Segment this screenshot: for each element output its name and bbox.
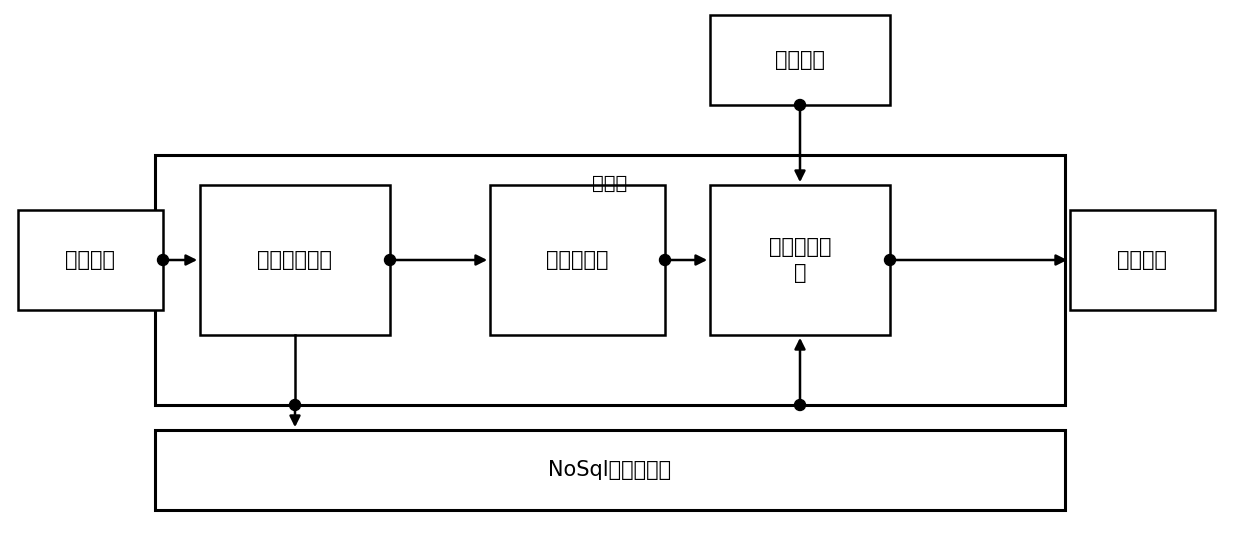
Bar bbox=[1070, 210, 1215, 310]
Bar bbox=[710, 15, 890, 105]
Circle shape bbox=[794, 99, 805, 110]
Circle shape bbox=[659, 255, 670, 266]
Text: 原始数据: 原始数据 bbox=[66, 250, 115, 270]
Text: NoSql分布式存储: NoSql分布式存储 bbox=[549, 460, 672, 480]
Circle shape bbox=[794, 400, 805, 411]
Bar bbox=[155, 430, 1066, 510]
Text: 动态出图: 动态出图 bbox=[1118, 250, 1167, 270]
Text: 前端请求: 前端请求 bbox=[776, 50, 825, 70]
Circle shape bbox=[885, 255, 896, 266]
Bar bbox=[19, 210, 164, 310]
Circle shape bbox=[290, 400, 301, 411]
Text: 图形算法库: 图形算法库 bbox=[546, 250, 608, 270]
Bar bbox=[489, 185, 665, 335]
Text: 数据解析拆分: 数据解析拆分 bbox=[258, 250, 332, 270]
Text: 区域数据扣
取: 区域数据扣 取 bbox=[768, 237, 831, 283]
Bar bbox=[199, 185, 390, 335]
Text: 中间件: 中间件 bbox=[592, 174, 628, 193]
Bar bbox=[710, 185, 890, 335]
Bar bbox=[155, 155, 1066, 405]
Circle shape bbox=[384, 255, 395, 266]
Circle shape bbox=[157, 255, 169, 266]
